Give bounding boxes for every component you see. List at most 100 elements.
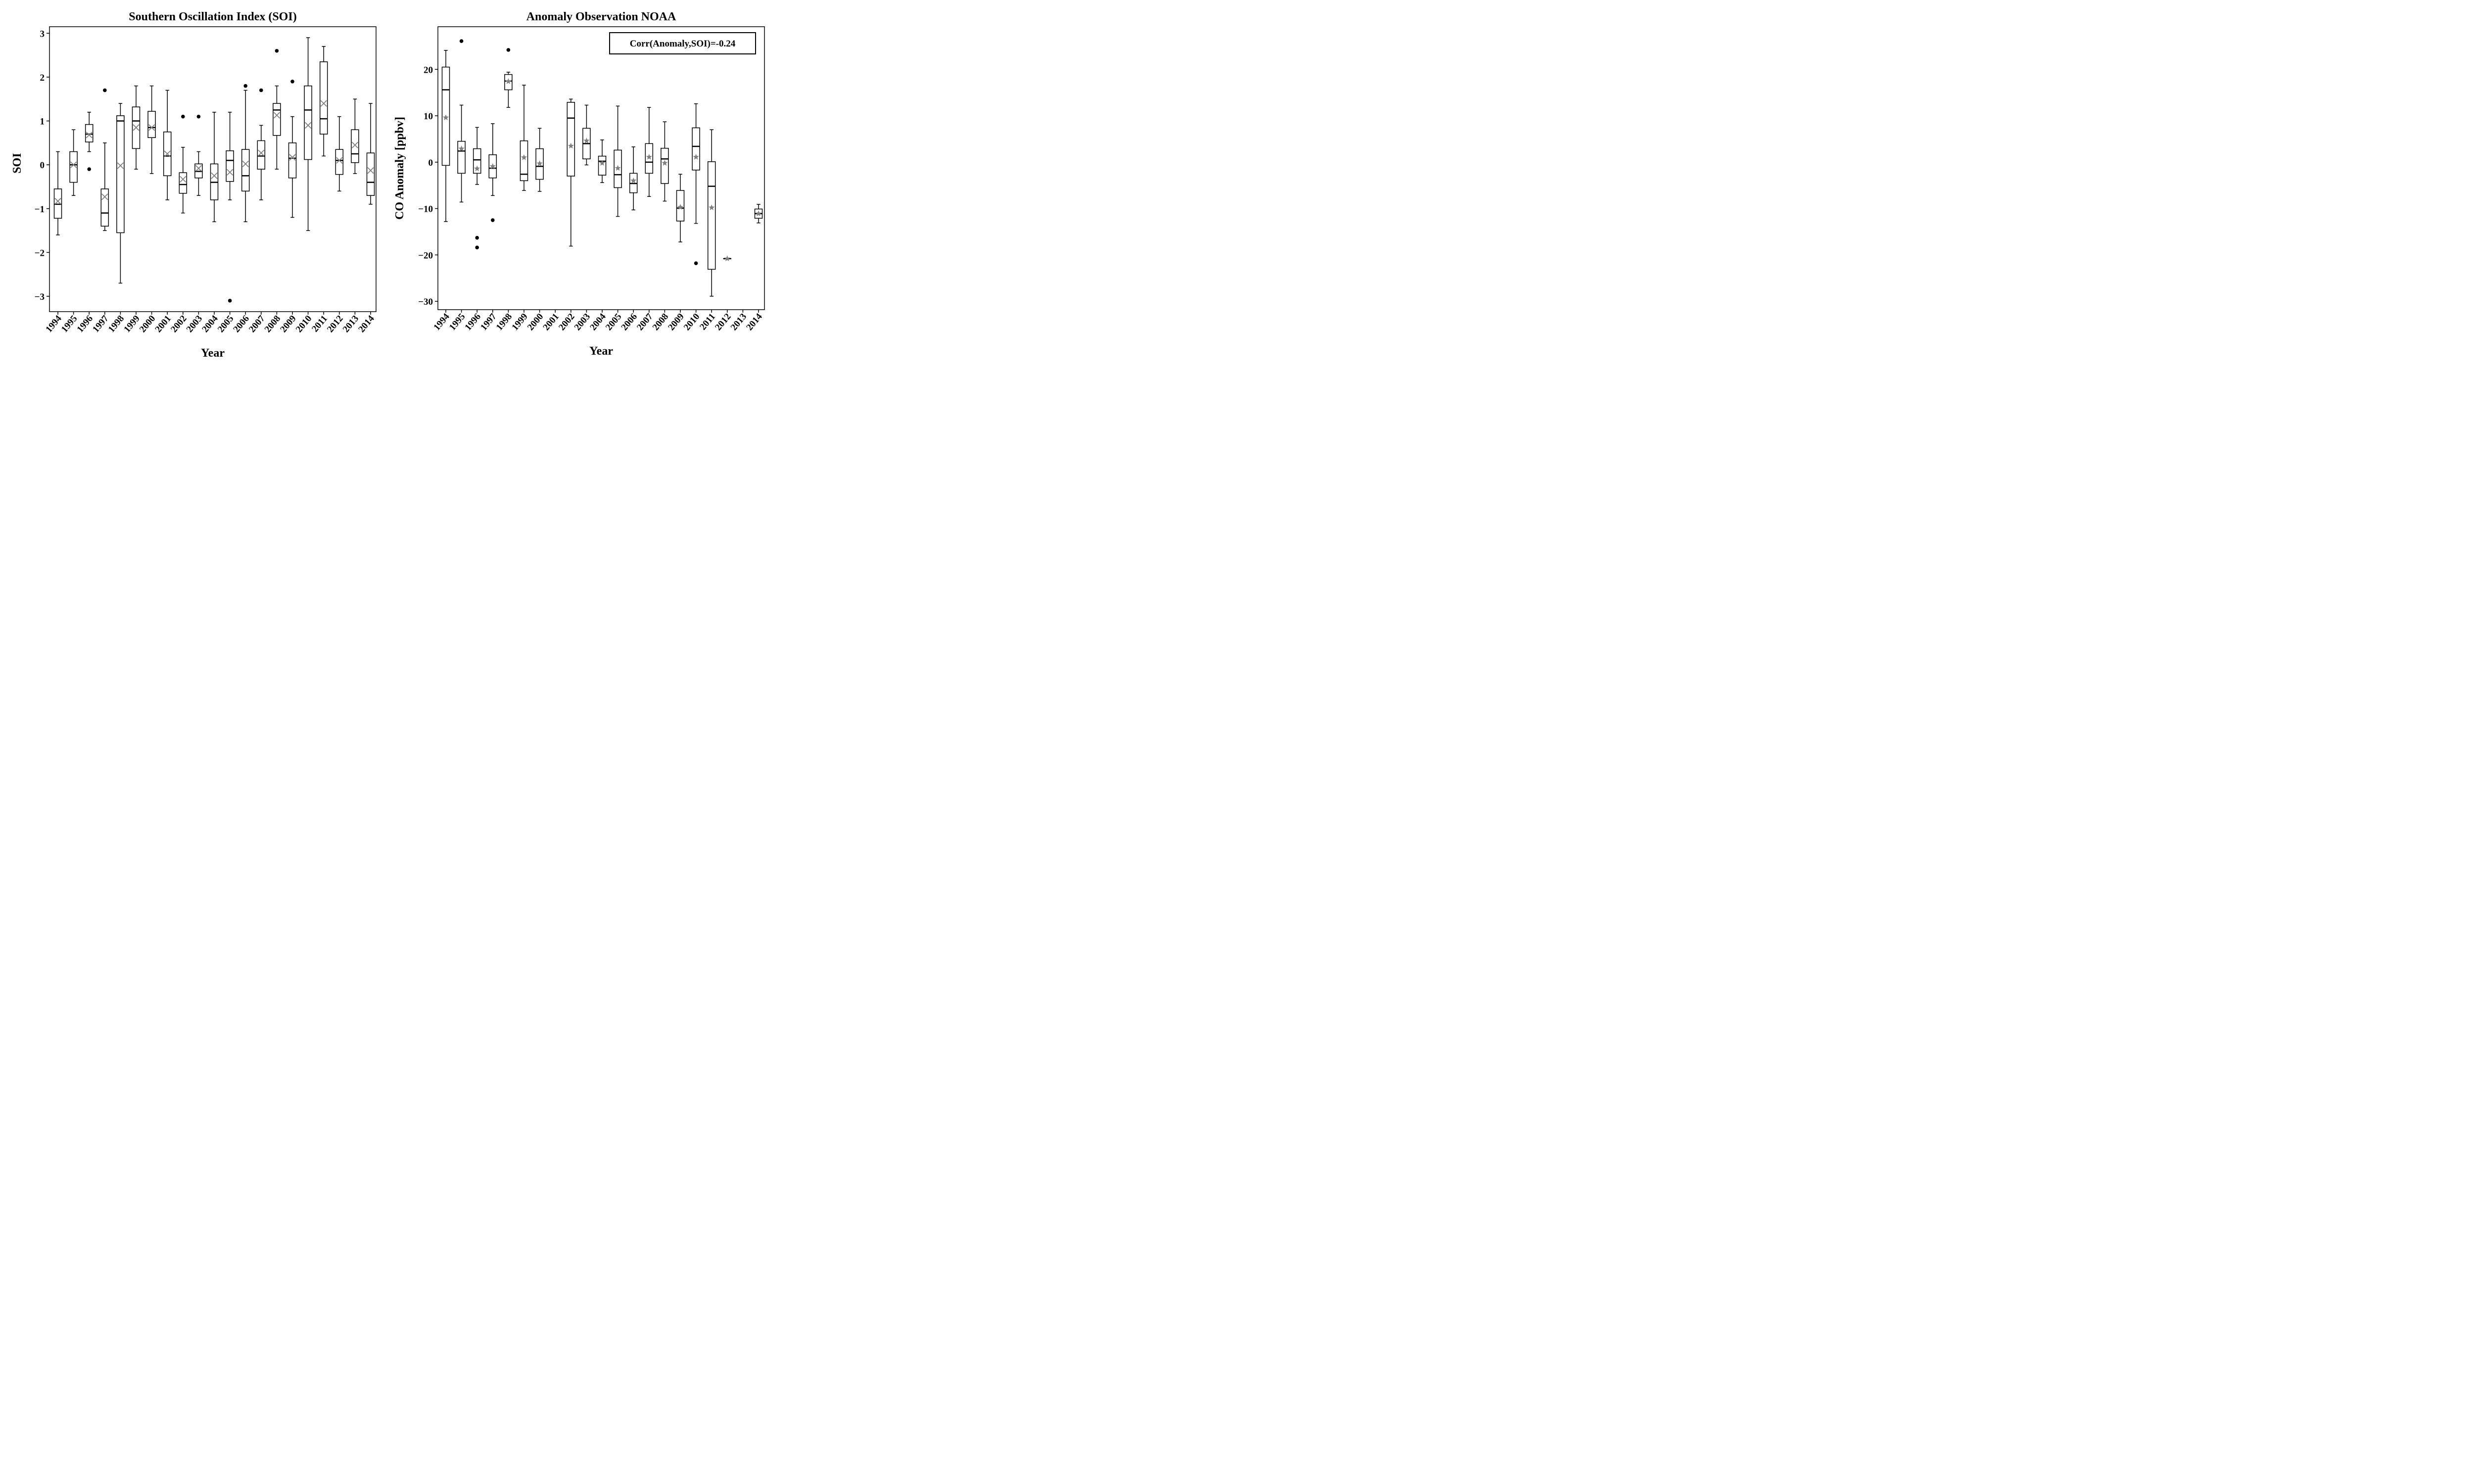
mean-marker xyxy=(536,160,543,166)
soi-box-2000 xyxy=(147,85,156,174)
noaa-x-tick-label: 2008 xyxy=(651,312,671,333)
mean-marker xyxy=(505,78,512,84)
outlier-point xyxy=(243,84,248,88)
soi-panel: Southern Oscillation Index (SOI) Year SO… xyxy=(11,10,377,360)
mean-marker xyxy=(304,122,312,129)
soi-box-2005 xyxy=(226,112,234,303)
iqr-box xyxy=(692,127,700,171)
iqr-box xyxy=(257,140,266,170)
figure: Southern Oscillation Index (SOI) Year SO… xyxy=(11,10,765,360)
soi-y-tick-label: −1 xyxy=(35,204,45,215)
noaa-box-2012 xyxy=(723,255,732,262)
soi-x-tick-label: 2005 xyxy=(216,314,236,335)
noaa-x-tick-label: 2000 xyxy=(525,312,546,333)
noaa-x-tick-label: 1996 xyxy=(463,312,483,333)
soi-box-1997 xyxy=(100,88,109,231)
iqr-box xyxy=(288,142,297,179)
soi-box-2006 xyxy=(241,84,250,223)
noaa-box-2008 xyxy=(661,121,669,202)
noaa-x-tick-label: 2011 xyxy=(698,312,717,332)
noaa-box-2006 xyxy=(629,146,638,211)
noaa-x-tick-label: 2006 xyxy=(619,312,640,333)
noaa-x-tick-label: 1995 xyxy=(447,312,468,333)
mean-marker xyxy=(242,160,249,168)
soi-box-2010 xyxy=(304,37,312,231)
soi-box-1999 xyxy=(132,85,141,170)
soi-x-tick-label: 2002 xyxy=(169,314,189,335)
mean-marker xyxy=(289,154,296,161)
mean-marker xyxy=(351,141,359,148)
mean-marker xyxy=(630,177,637,184)
soi-box-1995 xyxy=(69,129,78,196)
mean-marker xyxy=(180,176,187,183)
noaa-x-axis-label: Year xyxy=(589,345,613,358)
noaa-box-2000 xyxy=(535,128,544,192)
iqr-box xyxy=(567,102,575,177)
soi-plot-marks: 3210−1−2−3199419951996199719981999200020… xyxy=(35,29,377,334)
outlier-point xyxy=(259,88,263,93)
outlier-point xyxy=(475,235,479,240)
mean-marker xyxy=(568,142,574,149)
noaa-x-tick-label: 2003 xyxy=(572,312,593,333)
soi-y-axis-label: SOI xyxy=(11,153,24,173)
soi-y-tick-label: −2 xyxy=(35,248,45,258)
noaa-box-2009 xyxy=(676,174,685,242)
noaa-box-2007 xyxy=(645,107,654,197)
noaa-x-tick-label: 2007 xyxy=(635,311,655,332)
outlier-point xyxy=(475,245,479,250)
noaa-x-tick-label: 1994 xyxy=(431,311,452,332)
noaa-x-tick-label: 2009 xyxy=(666,312,686,333)
noaa-box-1998 xyxy=(504,48,513,108)
soi-plot-frame xyxy=(49,26,377,312)
outlier-point xyxy=(196,114,201,119)
soi-box-2014 xyxy=(366,103,375,205)
iqr-box xyxy=(520,140,528,182)
noaa-x-tick-label: 1999 xyxy=(510,312,530,333)
soi-box-2011 xyxy=(319,46,328,157)
noaa-y-tick-label: 0 xyxy=(428,158,433,168)
soi-x-tick-label: 2003 xyxy=(185,314,205,335)
noaa-y-tick-label: −10 xyxy=(418,204,433,215)
soi-x-tick-label: 1995 xyxy=(59,314,80,335)
outlier-point xyxy=(459,39,464,43)
mean-marker xyxy=(489,163,496,169)
mean-marker xyxy=(258,149,265,156)
noaa-box-2005 xyxy=(614,105,622,217)
mean-marker xyxy=(599,160,606,166)
mean-marker xyxy=(164,150,171,157)
noaa-x-tick-label: 2013 xyxy=(729,312,749,333)
mean-marker xyxy=(442,114,449,121)
correlation-annotation-box xyxy=(609,32,756,54)
noaa-x-tick-label: 2004 xyxy=(588,311,608,332)
iqr-box xyxy=(241,149,250,192)
noaa-x-tick-label: 2001 xyxy=(541,312,562,333)
noaa-panel: Anomaly Observation NOAA Year CO Anomaly… xyxy=(393,10,765,358)
mean-marker xyxy=(458,145,465,151)
soi-x-tick-label: 2004 xyxy=(200,313,220,334)
soi-box-2002 xyxy=(179,114,188,214)
mean-marker xyxy=(646,154,652,160)
noaa-box-2014 xyxy=(754,204,763,224)
mean-marker xyxy=(521,154,527,160)
noaa-x-tick-label: 1997 xyxy=(478,311,499,332)
iqr-box xyxy=(457,140,466,174)
soi-x-tick-label: 2000 xyxy=(138,314,158,335)
noaa-x-tick-label: 1998 xyxy=(494,312,515,333)
iqr-box xyxy=(473,148,481,174)
iqr-box xyxy=(53,188,62,219)
soi-x-tick-label: 2008 xyxy=(263,314,283,335)
mean-marker xyxy=(117,162,124,169)
soi-box-2004 xyxy=(210,112,219,223)
mean-marker xyxy=(148,124,155,131)
noaa-box-1995 xyxy=(457,39,466,203)
soi-y-tick-label: 3 xyxy=(40,29,45,39)
noaa-x-tick-label: 2010 xyxy=(682,312,702,333)
mean-marker xyxy=(693,154,699,160)
noaa-y-tick-label: −20 xyxy=(418,250,433,261)
mean-marker xyxy=(133,124,140,131)
iqr-box xyxy=(69,151,78,183)
iqr-box xyxy=(85,124,94,142)
soi-x-tick-label: 2013 xyxy=(341,314,361,335)
iqr-box xyxy=(598,155,607,176)
noaa-box-2003 xyxy=(582,104,591,166)
